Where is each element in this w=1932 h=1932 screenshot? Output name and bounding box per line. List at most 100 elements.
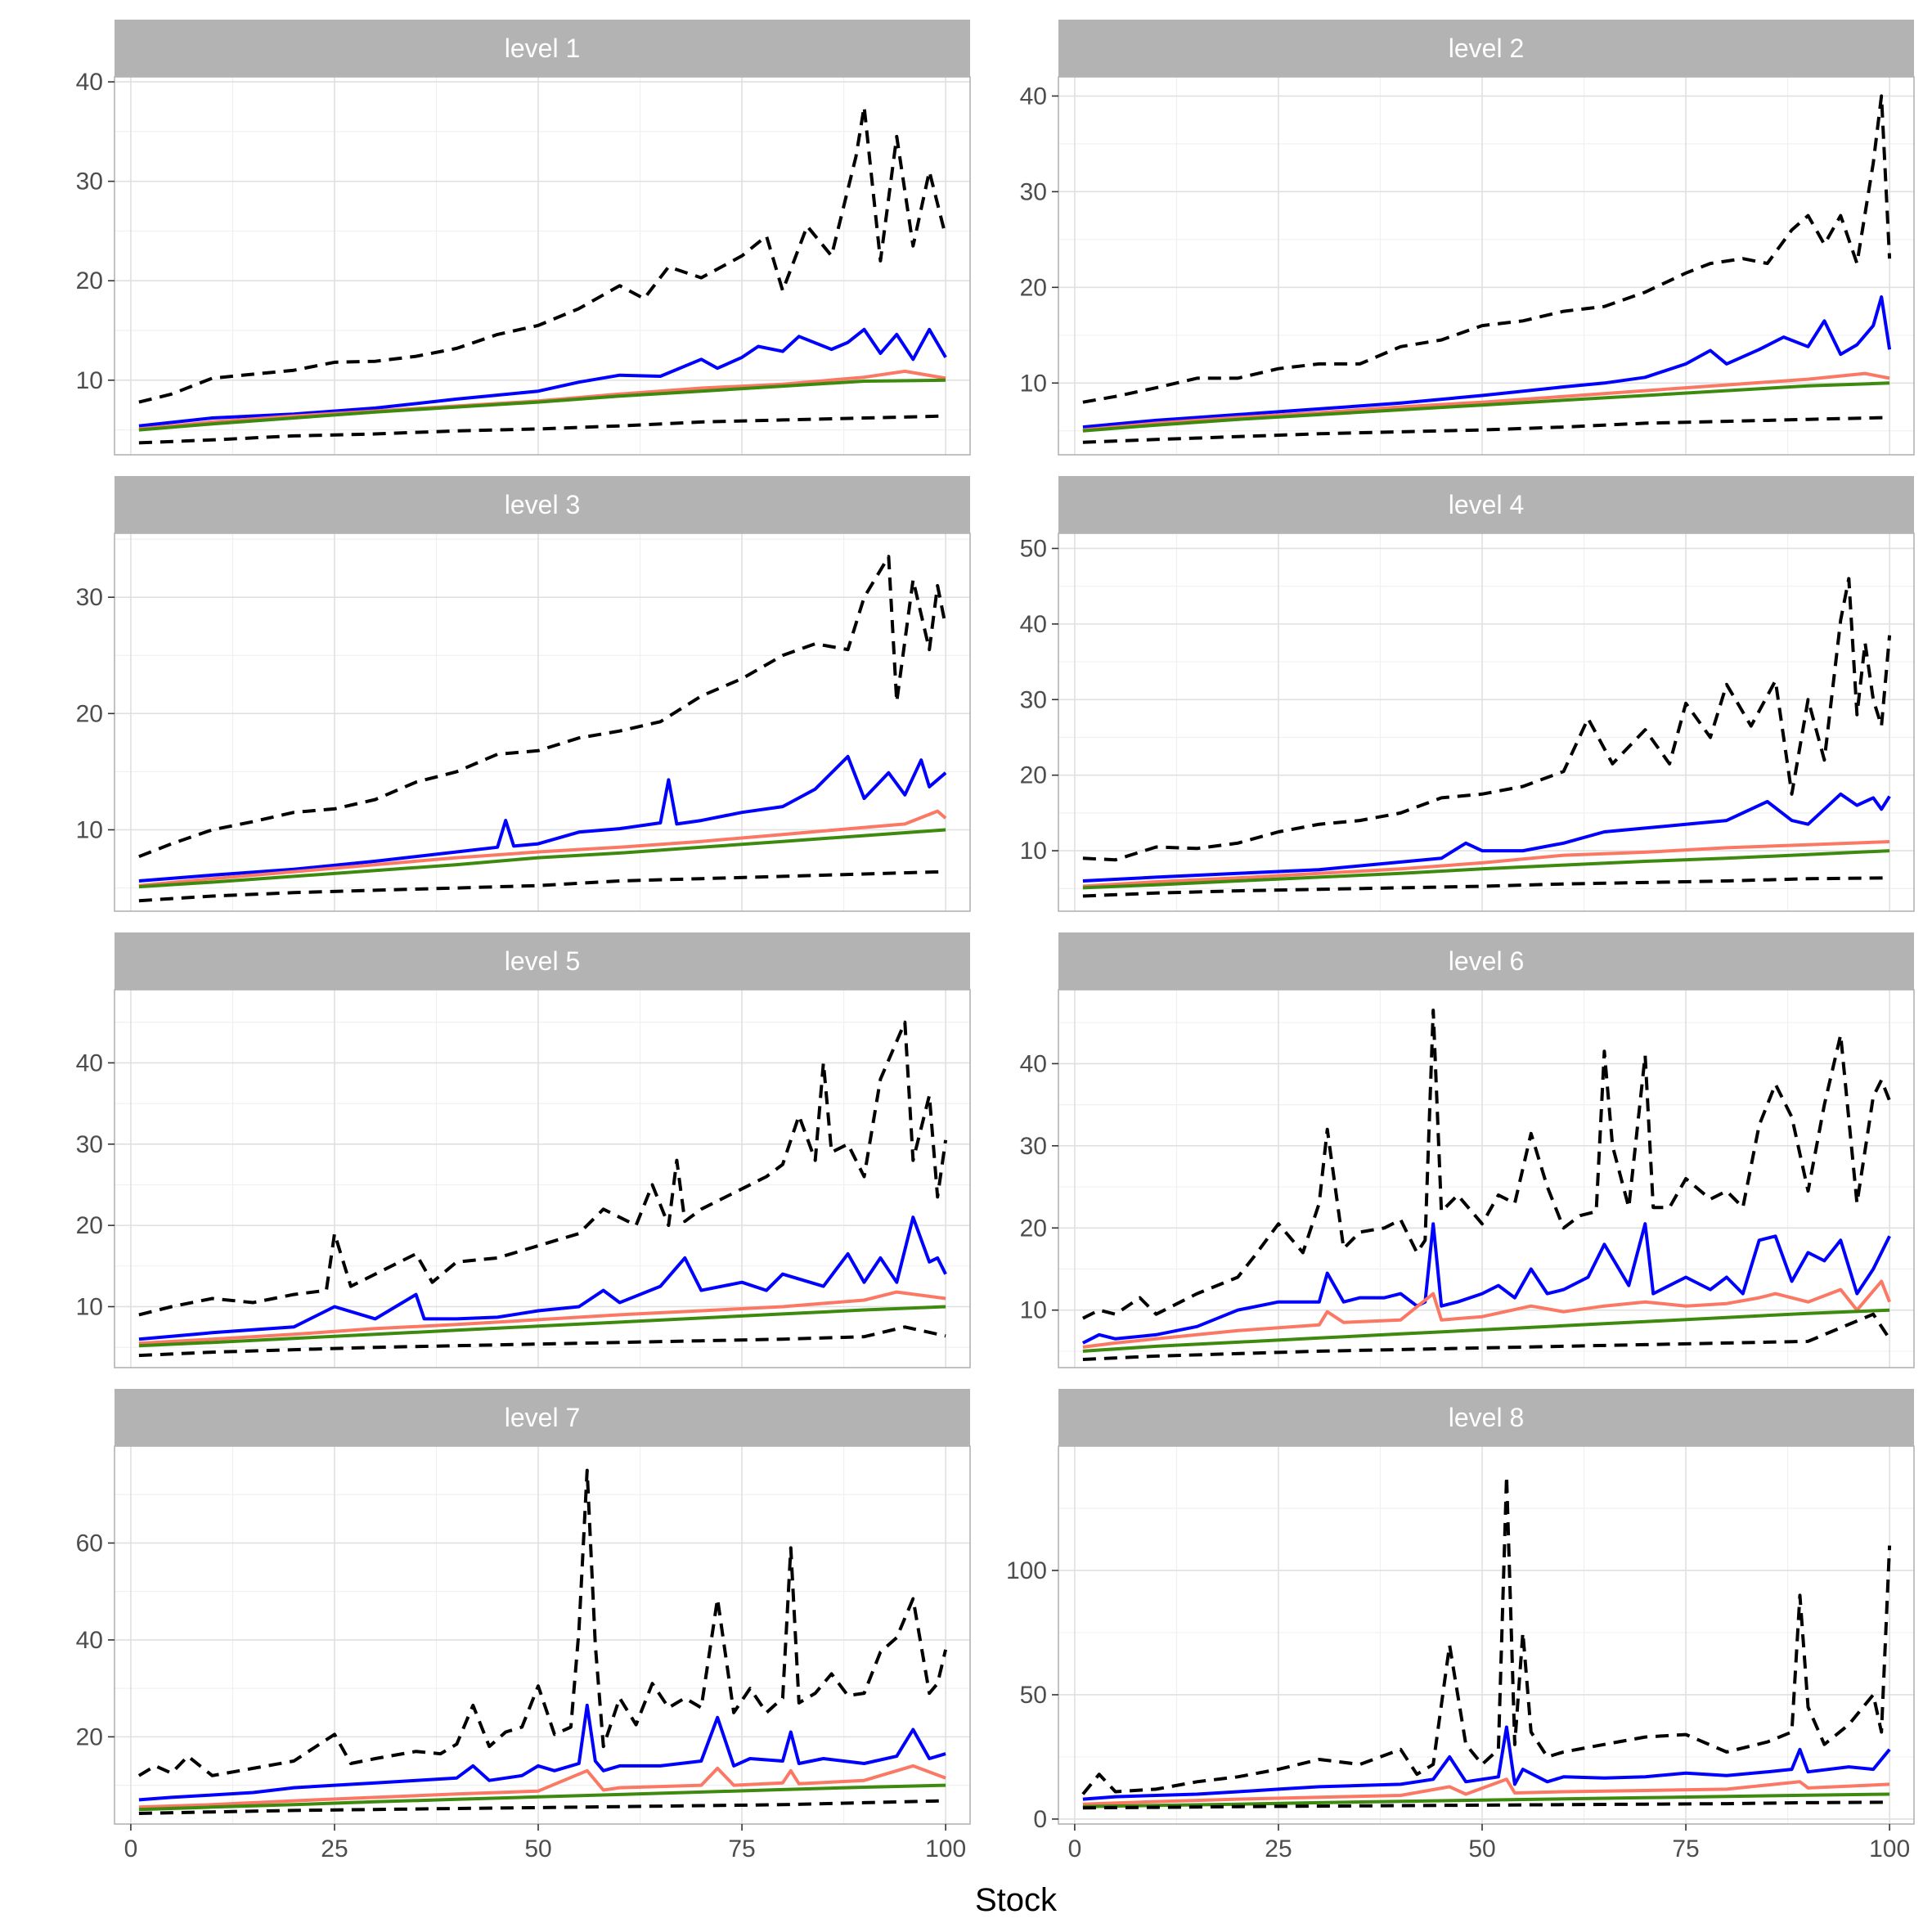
facet-strip-label: level 6 — [1449, 946, 1525, 976]
y-tick-label: 50 — [1020, 535, 1047, 562]
series-line-salmon — [138, 809, 947, 887]
x-tick-label: 50 — [1468, 1835, 1495, 1862]
y-tick-label: 40 — [1020, 83, 1047, 110]
series-line-green — [1082, 1308, 1890, 1353]
y-tick-label: 20 — [1020, 762, 1047, 789]
series-line-lower — [1082, 416, 1890, 444]
y-tick-label: 30 — [76, 168, 103, 195]
x-tick-label: 75 — [728, 1835, 755, 1862]
facet-strip — [115, 476, 970, 533]
series-line-salmon — [138, 1290, 946, 1346]
series-line-blue — [1082, 792, 1891, 883]
y-tick-label: 20 — [76, 1723, 103, 1750]
facet-panel-1: level 1 10 20 30 40 — [76, 20, 971, 456]
facet-panel-4: level 4 10 20 30 40 50 — [1020, 476, 1915, 912]
series-line-lower — [138, 1799, 946, 1815]
x-tick-label: 50 — [524, 1835, 551, 1862]
y-tick-label: 40 — [1020, 611, 1047, 638]
x-tick-label: 0 — [124, 1835, 138, 1862]
panel-background — [115, 77, 970, 455]
y-tick-label: 100 — [1006, 1557, 1047, 1584]
y-tick-label: 40 — [76, 69, 103, 96]
facet-strip-label: level 1 — [505, 34, 581, 63]
series-line-lower — [1082, 876, 1890, 898]
series-line-upper — [1081, 1474, 1892, 1795]
facet-strip — [1058, 932, 1914, 990]
panel-background — [1058, 1446, 1914, 1824]
series-line-salmon — [1082, 1279, 1891, 1349]
facet-panel-2: level 2 10 20 30 40 — [1020, 20, 1915, 456]
panel-background — [1058, 77, 1914, 455]
facet-strip-label: level 3 — [505, 490, 581, 519]
facet-strip — [1058, 20, 1914, 77]
series-line-green — [1082, 849, 1890, 890]
y-tick-label: 30 — [76, 584, 103, 611]
y-tick-label: 10 — [1020, 1297, 1047, 1324]
facet-strip — [1058, 476, 1914, 533]
y-tick-label: 20 — [1020, 274, 1047, 301]
series-line-blue — [1082, 1725, 1891, 1801]
series-line-blue — [138, 1703, 946, 1802]
series-line-upper — [138, 1020, 948, 1317]
panel-border — [114, 989, 971, 1368]
y-tick-label: 10 — [1020, 370, 1047, 397]
series-line-lower — [138, 414, 946, 445]
x-tick-label: 25 — [321, 1835, 348, 1862]
series-line-lower — [1082, 1800, 1890, 1810]
y-tick-label: 0 — [1033, 1806, 1047, 1833]
y-tick-label: 20 — [76, 267, 103, 294]
y-tick-label: 20 — [76, 1212, 103, 1239]
y-tick-label: 10 — [76, 1293, 103, 1320]
x-axis: 0 25 50 75 100 0 25 50 75 100 — [124, 1824, 1910, 1862]
panel-background — [1058, 990, 1914, 1368]
facet-strip — [115, 20, 970, 77]
y-tick-label: 30 — [1020, 178, 1047, 205]
facet-panel-6: level 6 10 20 30 40 — [1020, 932, 1915, 1368]
y-tick-label: 30 — [1020, 1133, 1047, 1160]
series-line-green — [138, 828, 946, 889]
facet-strip-label: level 2 — [1449, 34, 1525, 63]
series-line-upper — [1082, 577, 1892, 862]
series-line-salmon — [138, 1764, 946, 1809]
series-line-blue — [1082, 295, 1892, 429]
series-line-green — [138, 1305, 946, 1348]
series-line-lower — [138, 869, 946, 903]
series-line-salmon — [1082, 371, 1890, 432]
series-line-green — [138, 1783, 946, 1812]
x-tick-label: 100 — [1869, 1835, 1910, 1862]
facet-strip — [1058, 1389, 1914, 1446]
x-axis-title: Stock — [975, 1882, 1058, 1918]
series-line-green — [1082, 381, 1890, 433]
panel-border — [114, 1445, 971, 1825]
y-tick-label: 10 — [1020, 838, 1047, 865]
facet-strip-label: level 4 — [1449, 490, 1525, 519]
series-line-blue — [138, 1215, 947, 1341]
series-line-upper — [138, 105, 948, 404]
panel-border — [1058, 1445, 1915, 1825]
panel-border — [1058, 532, 1915, 912]
facet-strip-label: level 7 — [505, 1403, 581, 1432]
x-tick-label: 25 — [1265, 1835, 1292, 1862]
panel-background — [1058, 533, 1914, 911]
series-line-green — [1082, 1792, 1890, 1808]
series-line-blue — [138, 754, 947, 883]
series-line-blue — [1081, 1222, 1891, 1345]
x-tick-label: 0 — [1068, 1835, 1082, 1862]
y-tick-label: 40 — [76, 1049, 103, 1076]
series-line-salmon — [1082, 840, 1890, 888]
series-line-upper — [1082, 1009, 1891, 1320]
series-line-upper — [138, 555, 948, 859]
y-tick-label: 10 — [76, 816, 103, 843]
series-line-upper — [1082, 94, 1892, 404]
x-tick-label: 100 — [925, 1835, 966, 1862]
facet-panel-7: level 7 20 40 60 — [76, 1389, 971, 1825]
facet-panel-8: level 8 0 50 100 — [1006, 1389, 1915, 1833]
y-tick-label: 10 — [76, 367, 103, 394]
series-line-green — [138, 378, 946, 432]
facet-panel-3: level 3 10 20 30 — [76, 476, 971, 912]
series-line-lower — [138, 1325, 946, 1358]
y-tick-label: 50 — [1020, 1682, 1047, 1709]
y-tick-label: 30 — [76, 1131, 103, 1158]
facet-strip-label: level 5 — [505, 946, 581, 976]
